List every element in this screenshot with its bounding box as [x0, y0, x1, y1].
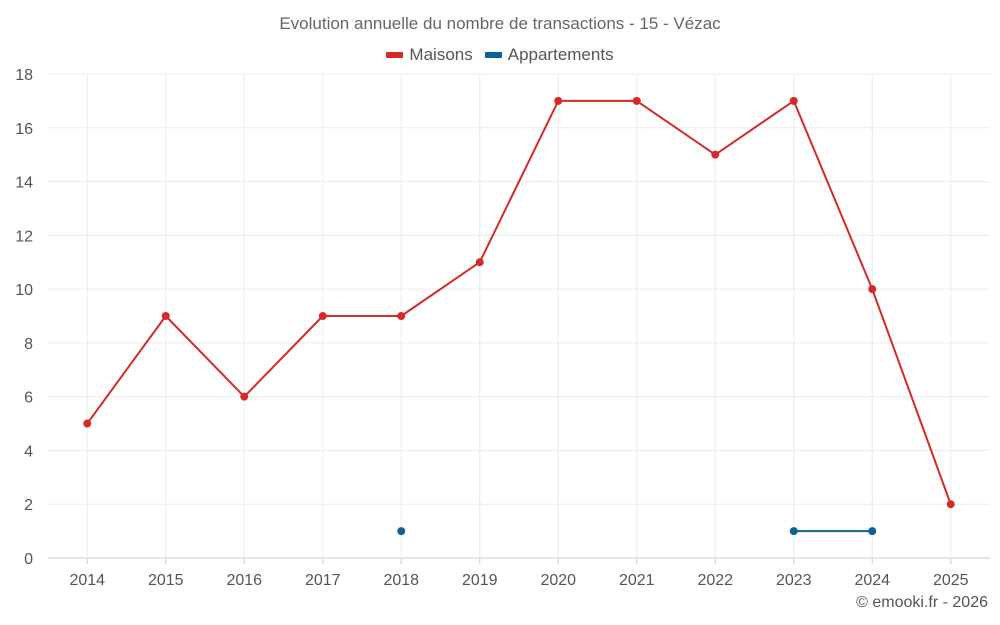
data-point-maisons[interactable] [946, 500, 955, 509]
legend-item-appartements[interactable]: Appartements [484, 45, 614, 65]
y-tick-label: 0 [24, 551, 33, 568]
y-tick-label: 2 [24, 497, 33, 514]
data-point-maisons[interactable] [318, 312, 327, 320]
data-point-maisons[interactable] [161, 312, 170, 320]
y-tick-label: 14 [15, 175, 33, 192]
x-tick-label: 2018 [383, 572, 419, 589]
data-point-appartements[interactable] [868, 527, 877, 536]
x-tick-label: 2017 [305, 572, 341, 589]
chart-title: Evolution annuelle du nombre de transact… [279, 14, 721, 33]
x-tick-label: 2016 [226, 572, 262, 589]
legend-label-maisons: Maisons [409, 45, 473, 64]
x-tick-label: 2021 [619, 572, 655, 589]
legend: Maisons Appartements [0, 45, 1000, 65]
credit-text: © emooki.fr - 2026 [856, 594, 988, 611]
y-tick-label: 18 [15, 67, 33, 84]
x-tick-label: 2019 [462, 572, 498, 589]
legend-swatch-appartements [484, 52, 502, 58]
legend-label-appartements: Appartements [507, 45, 614, 64]
y-tick-label: 12 [15, 228, 33, 245]
data-point-maisons[interactable] [83, 419, 92, 428]
data-point-maisons[interactable] [789, 96, 798, 105]
x-tick-label: 2014 [69, 572, 105, 589]
y-tick-label: 16 [15, 121, 33, 138]
x-tick-label: 2024 [854, 572, 890, 589]
data-point-maisons[interactable] [397, 312, 406, 320]
x-tick-label: 2015 [148, 572, 184, 589]
legend-swatch-maisons [386, 52, 404, 58]
x-tick-label: 2022 [697, 572, 733, 589]
y-tick-label: 6 [24, 390, 33, 407]
data-point-maisons[interactable] [632, 96, 641, 105]
y-tick-label: 4 [24, 443, 33, 460]
series-line-maisons [86, 99, 952, 505]
data-point-appartements[interactable] [789, 527, 798, 536]
x-tick-label: 2023 [776, 572, 812, 589]
data-point-maisons[interactable] [554, 96, 563, 105]
x-tick-label: 2020 [540, 572, 576, 589]
data-point-maisons[interactable] [240, 392, 249, 401]
y-tick-label: 8 [24, 336, 33, 353]
data-point-appartements[interactable] [397, 527, 406, 536]
x-tick-label: 2025 [933, 572, 969, 589]
data-point-maisons[interactable] [868, 285, 877, 294]
y-tick-label: 10 [15, 282, 33, 299]
legend-item-maisons[interactable]: Maisons [386, 45, 473, 65]
data-point-maisons[interactable] [475, 258, 484, 267]
data-point-maisons[interactable] [711, 150, 720, 159]
